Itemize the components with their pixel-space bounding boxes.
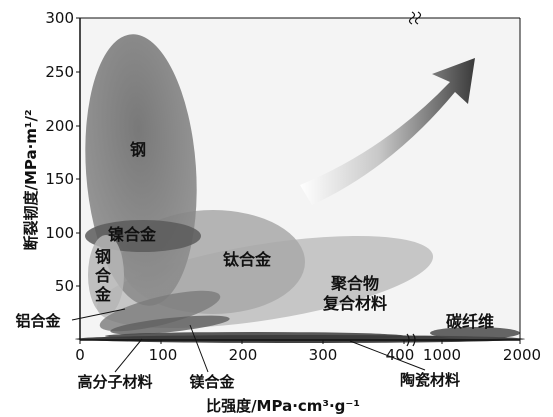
callout-line-ceramic xyxy=(349,340,426,371)
callout-line-polymer xyxy=(114,338,143,373)
x-tick-label: 200 xyxy=(229,346,258,364)
region-carbon-fiber xyxy=(430,327,520,339)
x-tick-label: 2000 xyxy=(503,346,541,364)
y-tick-label: 250 xyxy=(45,63,74,81)
region-label-steel: 钢 xyxy=(130,140,146,159)
region-label-titanium-alloy: 钛合金 xyxy=(223,250,272,269)
region-polymer xyxy=(105,332,405,340)
y-tick-label: 50 xyxy=(55,277,74,295)
callout-line-magnesium xyxy=(189,324,209,373)
y-tick-label: 300 xyxy=(45,9,74,27)
y-tick-label: 150 xyxy=(45,170,74,188)
y-axis-title: 断裂韧度/MPa·m¹/² xyxy=(22,109,40,250)
y-tick-label: 100 xyxy=(45,224,74,242)
trend-arrow xyxy=(300,58,475,205)
region-label-carbon-fiber: 碳纤维 xyxy=(446,312,494,331)
y-tick-label: 200 xyxy=(45,117,74,135)
x-tick-label: 300 xyxy=(309,346,338,364)
x-tick-label: 400 xyxy=(386,346,415,364)
x-tick-label: 100 xyxy=(149,346,178,364)
region-label-steel-alloy-2: 合 xyxy=(95,266,112,285)
y-ticks xyxy=(76,17,80,287)
region-label-polymer-composite-line2: 复合材料 xyxy=(322,294,387,313)
x-ticks xyxy=(79,340,521,344)
callout-label-aluminum: 铝合金 xyxy=(15,312,61,330)
region-label-steel-alloy-3: 金 xyxy=(94,285,112,304)
region-label-steel-alloy-1: 钢 xyxy=(95,247,111,266)
region-magnesium-alloy xyxy=(110,315,230,335)
callout-label-polymer: 高分子材料 xyxy=(77,373,152,391)
x-axis-title: 比强度/MPa·cm³·g⁻¹ xyxy=(206,397,360,415)
top-break-mark xyxy=(408,11,422,25)
x-tick-label: 1000 xyxy=(423,346,461,364)
region-steel-alloy xyxy=(88,235,124,315)
callout-label-ceramic: 陶瓷材料 xyxy=(400,371,460,389)
region-label-nickel-alloy: 镍合金 xyxy=(108,225,157,244)
region-aluminum-alloy xyxy=(99,290,221,332)
x-tick-label: 0 xyxy=(75,346,85,364)
x-axis-break-mark xyxy=(406,333,416,347)
callout-label-magnesium: 镁合金 xyxy=(189,373,235,391)
region-label-polymer-composite-line1: 聚合物 xyxy=(330,274,379,293)
callout-line-aluminum xyxy=(71,308,126,321)
